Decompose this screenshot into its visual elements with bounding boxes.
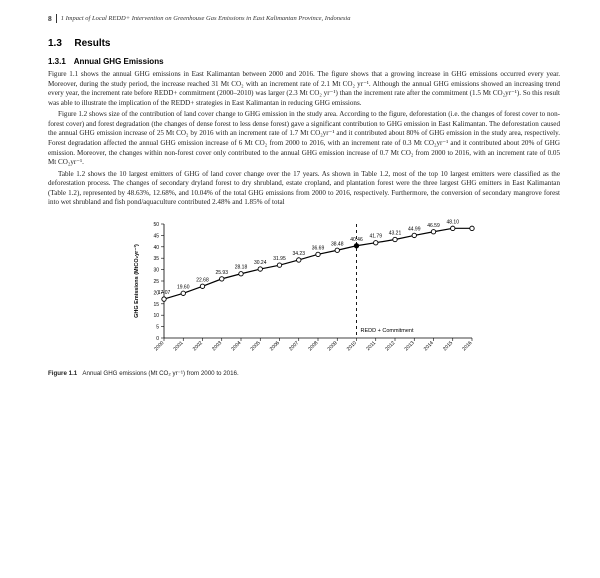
svg-text:36.69: 36.69 — [312, 245, 325, 251]
figure-caption-text: Annual GHG emissions (Mt CO₂ yr⁻¹) from … — [82, 370, 238, 377]
svg-text:19.60: 19.60 — [177, 284, 190, 290]
svg-text:28.18: 28.18 — [235, 265, 248, 271]
svg-text:2012: 2012 — [384, 340, 396, 352]
svg-text:2007: 2007 — [288, 340, 300, 352]
svg-text:38.48: 38.48 — [331, 241, 344, 247]
svg-text:2008: 2008 — [307, 340, 319, 352]
paragraph-2: Figure 1.2 shows size of the contributio… — [48, 110, 560, 167]
svg-text:2015: 2015 — [442, 340, 454, 352]
svg-text:40.46: 40.46 — [350, 237, 363, 243]
header-divider — [56, 14, 57, 23]
subsection-heading: 1.3.1 Annual GHG Emissions — [48, 57, 560, 66]
svg-text:2003: 2003 — [211, 340, 223, 352]
svg-text:31.95: 31.95 — [273, 256, 286, 262]
svg-text:34.23: 34.23 — [292, 251, 305, 257]
svg-text:2006: 2006 — [269, 340, 281, 352]
subsection-number: 1.3.1 — [48, 57, 66, 66]
svg-text:2000: 2000 — [153, 340, 165, 352]
section-number: 1.3 — [48, 38, 62, 49]
svg-text:0: 0 — [156, 336, 159, 342]
running-head: 8 1 Impact of Local REDD+ Intervention o… — [48, 14, 560, 23]
svg-text:25: 25 — [153, 279, 159, 285]
svg-text:10: 10 — [153, 313, 159, 319]
svg-text:43.21: 43.21 — [389, 230, 402, 236]
svg-text:45: 45 — [153, 233, 159, 239]
figure-label: Figure 1.1 — [48, 370, 77, 377]
svg-text:2014: 2014 — [423, 340, 435, 352]
svg-text:35: 35 — [153, 256, 159, 262]
svg-text:40: 40 — [153, 245, 159, 251]
svg-text:GHG Emissions (MtCO₂yr⁻¹): GHG Emissions (MtCO₂yr⁻¹) — [133, 244, 140, 318]
subsection-title: Annual GHG Emissions — [74, 57, 164, 66]
chart-container: 0510152025303540455020002001200220032004… — [48, 216, 560, 377]
svg-text:22.68: 22.68 — [196, 277, 209, 283]
section-title: Results — [74, 38, 110, 49]
svg-text:2016: 2016 — [461, 340, 473, 352]
svg-text:2011: 2011 — [365, 340, 377, 352]
svg-text:46.59: 46.59 — [427, 223, 440, 229]
svg-text:30.24: 30.24 — [254, 260, 267, 266]
svg-text:25.93: 25.93 — [215, 270, 228, 276]
svg-text:2001: 2001 — [173, 340, 185, 352]
section-heading: 1.3 Results — [48, 33, 560, 51]
svg-text:2010: 2010 — [346, 340, 358, 352]
running-head-text: 1 Impact of Local REDD+ Intervention on … — [61, 15, 351, 22]
paragraph-3: Table 1.2 shows the 10 largest emitters … — [48, 170, 560, 208]
svg-text:50: 50 — [153, 222, 159, 228]
svg-text:48.10: 48.10 — [446, 219, 459, 225]
svg-text:44.99: 44.99 — [408, 226, 421, 232]
svg-text:41.79: 41.79 — [369, 234, 382, 240]
svg-text:2002: 2002 — [192, 340, 204, 352]
page-number: 8 — [48, 14, 52, 23]
svg-text:2005: 2005 — [250, 340, 262, 352]
svg-text:5: 5 — [156, 324, 159, 330]
svg-text:REDD + Commitment: REDD + Commitment — [361, 328, 414, 334]
svg-text:30: 30 — [153, 267, 159, 273]
page: 8 1 Impact of Local REDD+ Intervention o… — [0, 0, 600, 578]
svg-text:15: 15 — [153, 302, 159, 308]
paragraph-1: Figure 1.1 shows the annual GHG emission… — [48, 70, 560, 108]
figure-caption: Figure 1.1 Annual GHG emissions (Mt CO₂ … — [48, 370, 560, 377]
svg-text:2009: 2009 — [327, 340, 339, 352]
svg-text:2004: 2004 — [230, 340, 242, 352]
svg-text:17.07: 17.07 — [158, 290, 171, 296]
ghg-emissions-chart: 0510152025303540455020002001200220032004… — [124, 216, 484, 366]
svg-text:2013: 2013 — [404, 340, 416, 352]
